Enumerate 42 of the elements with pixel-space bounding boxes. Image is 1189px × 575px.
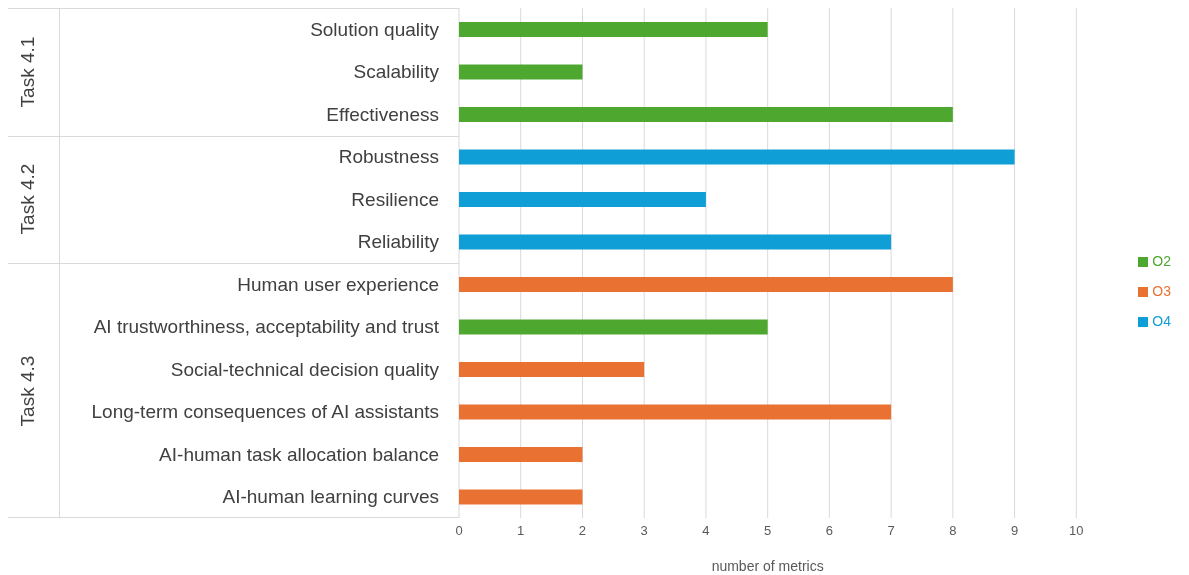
y-tick-label: Reliability bbox=[357, 231, 440, 253]
y-tick-label: Human user experience bbox=[237, 273, 439, 295]
bar bbox=[459, 447, 583, 462]
y-tick-label: AI-human task allocation balance bbox=[159, 443, 439, 465]
bar bbox=[459, 234, 892, 250]
y-tick-label: Long-term consequences of AI assistants bbox=[91, 401, 439, 423]
bar bbox=[459, 277, 953, 292]
x-tick-label: 0 bbox=[455, 523, 463, 539]
bar bbox=[459, 404, 892, 420]
y-tick-label: Social-technical decision quality bbox=[170, 358, 440, 380]
bar bbox=[459, 489, 583, 505]
text: Task 4.1 bbox=[17, 36, 39, 108]
x-tick-label: 2 bbox=[578, 523, 587, 539]
y-tick-label: Robustness bbox=[338, 146, 439, 168]
bar bbox=[459, 22, 768, 37]
y-tick-label: Solution quality bbox=[310, 18, 440, 40]
x-tick-label: 8 bbox=[949, 523, 957, 539]
bar bbox=[459, 319, 768, 335]
bar bbox=[459, 192, 706, 207]
bar bbox=[459, 107, 953, 122]
bar bbox=[459, 149, 1015, 165]
x-tick-label: 7 bbox=[887, 523, 895, 539]
x-tick-label: 10 bbox=[1069, 523, 1084, 539]
x-tick-label: 3 bbox=[640, 523, 648, 539]
legend-label: O4 bbox=[1152, 312, 1171, 329]
text: Task 4.2 bbox=[17, 163, 39, 235]
x-tick-label: 4 bbox=[702, 523, 710, 539]
y-tick-label: Effectiveness bbox=[326, 104, 439, 125]
bar bbox=[459, 64, 583, 80]
x-tick-label: 6 bbox=[825, 523, 833, 539]
legend-label: O2 bbox=[1152, 252, 1171, 269]
y-tick-label: AI-human learning curves bbox=[222, 486, 439, 508]
x-tick-label: 1 bbox=[517, 523, 525, 539]
bar bbox=[459, 362, 645, 377]
x-tick-label: 5 bbox=[764, 523, 772, 539]
legend-label: O3 bbox=[1152, 282, 1171, 299]
y-tick-label: AI trustworthiness, acceptability and trust bbox=[93, 316, 440, 338]
y-tick-label: Scalability bbox=[353, 61, 440, 83]
y-tick-label: Resilience bbox=[351, 188, 439, 210]
x-tick-label: 9 bbox=[1010, 523, 1019, 539]
x-axis-title: number of metrics bbox=[711, 558, 824, 574]
text: Task 4.3 bbox=[17, 355, 39, 426]
